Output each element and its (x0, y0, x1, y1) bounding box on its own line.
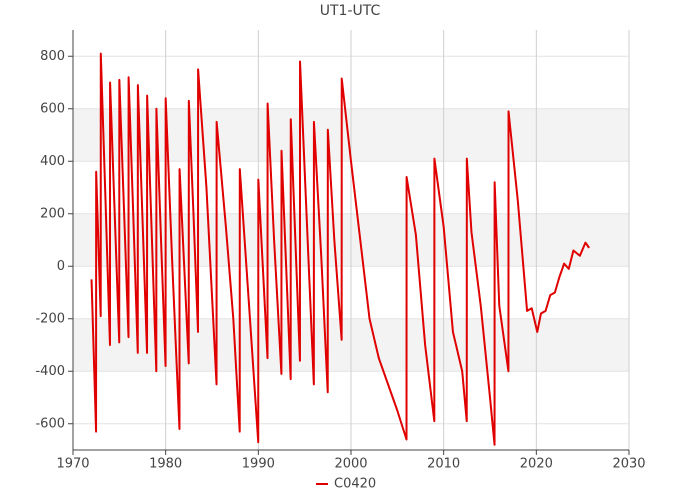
x-tick-label: 1980 (149, 457, 182, 472)
y-tick-label: -400 (35, 364, 65, 379)
y-tick-label: 400 (40, 154, 65, 169)
y-tick-label: -200 (35, 311, 65, 326)
x-tick-label: 1970 (56, 457, 89, 472)
y-tick-label: 600 (40, 101, 65, 116)
data-line (90, 52, 590, 446)
x-tick-label: 2020 (520, 457, 553, 472)
x-tick-label: 2030 (612, 457, 645, 472)
y-tick-label: -600 (35, 416, 65, 431)
x-tick-label: 2000 (334, 457, 367, 472)
y-tick-label: 800 (40, 49, 65, 64)
x-tick-label: 2010 (427, 457, 460, 472)
y-tick-label: 200 (40, 206, 65, 221)
legend-label: C0420 (334, 477, 376, 492)
x-tick-label: 1990 (242, 457, 275, 472)
y-tick-label: 0 (57, 259, 65, 274)
chart-title: UT1-UTC (320, 3, 381, 19)
